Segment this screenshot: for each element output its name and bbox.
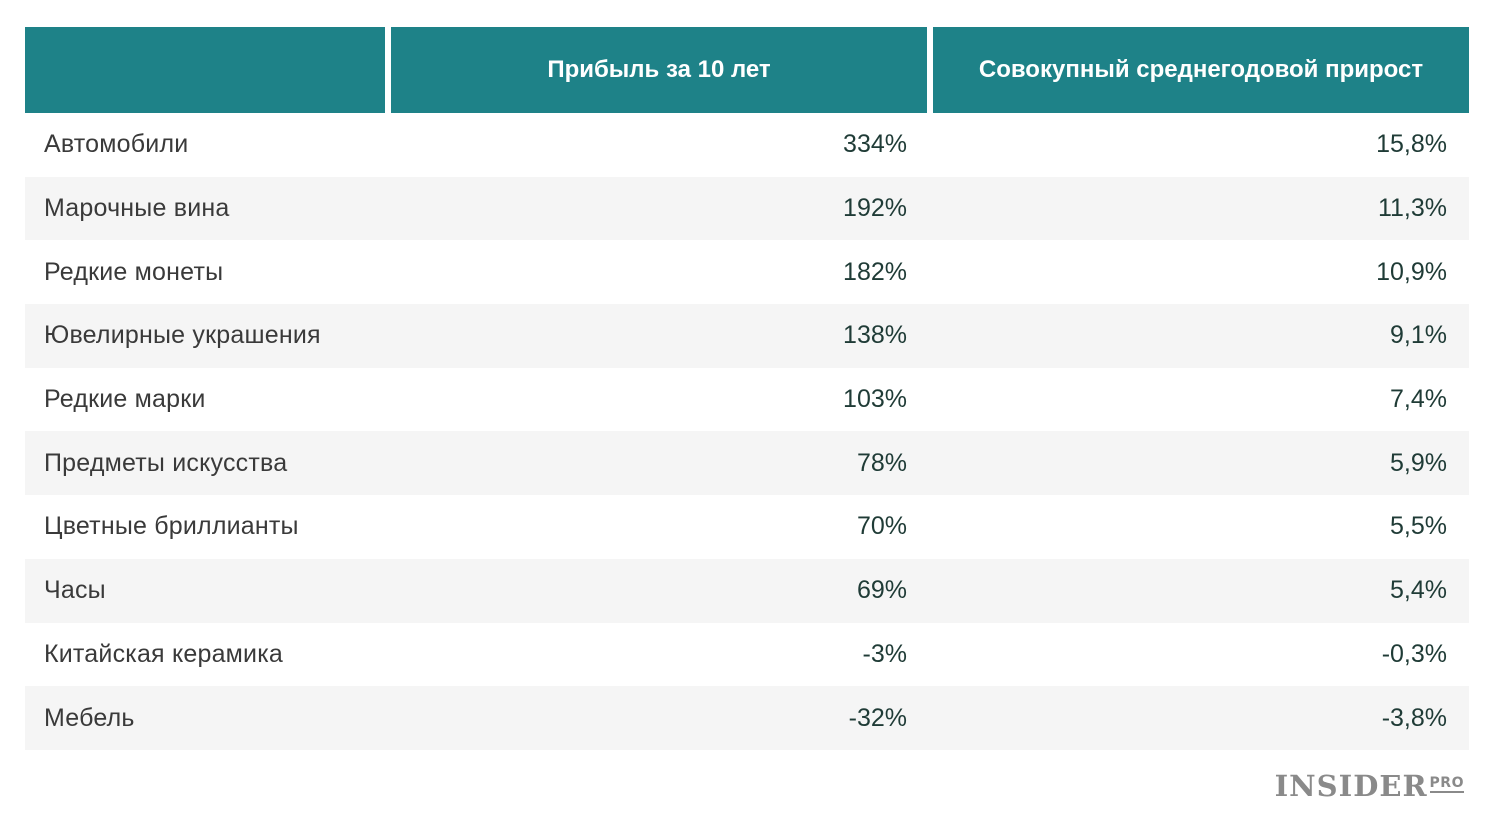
header-cell-cagr: Совокупный среднегодовой прирост xyxy=(933,27,1469,113)
table-row: Мебель -32% -3,8% xyxy=(25,686,1469,750)
row-profit-value: 138% xyxy=(843,321,907,350)
row-profit-value: -32% xyxy=(848,703,907,732)
row-category: Мебель xyxy=(44,703,135,732)
row-cagr-value: 15,8% xyxy=(1376,130,1447,159)
header-cell-profit: Прибыль за 10 лет xyxy=(391,27,927,113)
row-category: Предметы искусства xyxy=(44,448,288,477)
row-category: Редкие монеты xyxy=(44,257,224,286)
table-row: Китайская керамика -3% -0,3% xyxy=(25,622,1469,687)
row-cagr-value: 11,3% xyxy=(1377,194,1447,223)
row-profit-value: 192% xyxy=(843,194,907,223)
row-category: Автомобили xyxy=(44,130,189,159)
row-cagr-value: 7,4% xyxy=(1390,385,1447,414)
table-row: Марочные вина 192% 11,3% xyxy=(25,176,1469,241)
row-profit-value: 182% xyxy=(843,257,907,286)
row-cagr-value: -3,8% xyxy=(1381,703,1447,732)
table-row: Часы 69% 5,4% xyxy=(25,558,1469,623)
row-cagr-value: 5,5% xyxy=(1390,512,1447,541)
row-profit-value: 70% xyxy=(856,512,907,541)
row-profit-value: 69% xyxy=(856,576,907,605)
table-row: Ювелирные украшения 138% 9,1% xyxy=(25,304,1469,368)
row-cagr-value: 10,9% xyxy=(1376,257,1447,286)
logo-main-text: INSIDER xyxy=(1274,769,1428,803)
table-row: Автомобили 334% 15,8% xyxy=(25,113,1469,177)
row-profit-value: 334% xyxy=(843,130,907,159)
data-table: Прибыль за 10 лет Совокупный среднегодов… xyxy=(25,27,1469,750)
row-profit-value: 78% xyxy=(856,448,907,477)
row-category: Марочные вина xyxy=(44,194,230,223)
row-profit-value: 103% xyxy=(843,385,907,414)
row-profit-value: -3% xyxy=(862,639,907,668)
row-cagr-value: 9,1% xyxy=(1390,321,1447,350)
row-category: Редкие марки xyxy=(44,385,206,414)
row-category: Китайская керамика xyxy=(44,639,284,668)
row-cagr-value: -0,3% xyxy=(1381,639,1447,668)
table-row: Редкие марки 103% 7,4% xyxy=(25,367,1469,432)
table-body: Автомобили 334% 15,8% Марочные вина 192% 11,3… xyxy=(25,113,1469,750)
logo-pro-text: PRO xyxy=(1429,775,1464,793)
row-category: Ювелирные украшения xyxy=(44,321,321,350)
table-row: Цветные бриллианты 70% 5,5% xyxy=(25,495,1469,559)
row-cagr-value: 5,9% xyxy=(1390,448,1447,477)
row-category: Цветные бриллианты xyxy=(44,512,299,541)
table-header: Прибыль за 10 лет Совокупный среднегодов… xyxy=(25,27,1469,113)
insider-pro-logo: INSIDER PRO xyxy=(1275,770,1464,802)
table-row: Предметы искусства 78% 5,9% xyxy=(25,431,1469,496)
row-cagr-value: 5,4% xyxy=(1390,576,1447,605)
header-cell-category xyxy=(25,27,385,113)
row-category: Часы xyxy=(44,576,106,605)
table-row: Редкие монеты 182% 10,9% xyxy=(25,240,1469,305)
